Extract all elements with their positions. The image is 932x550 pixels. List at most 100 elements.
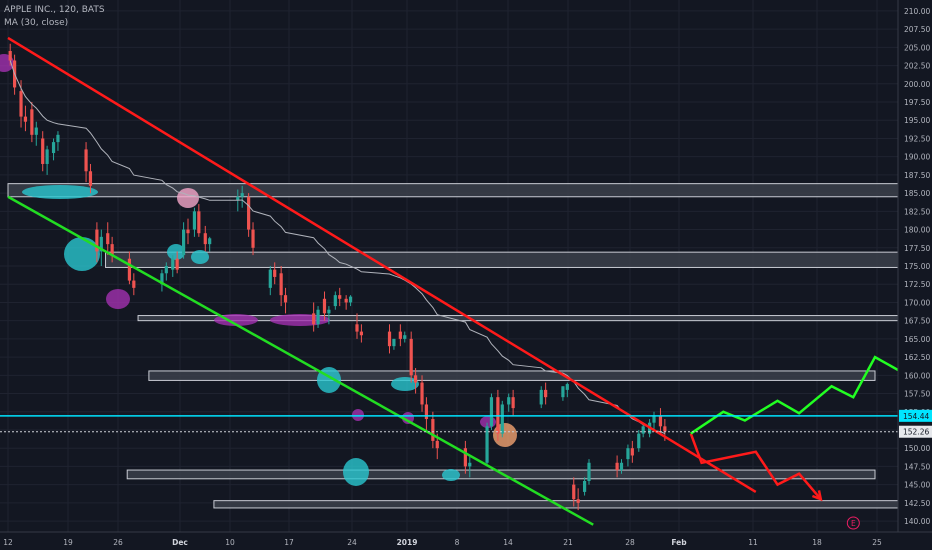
candle[interactable] xyxy=(652,411,656,430)
candle[interactable] xyxy=(273,262,277,285)
candle[interactable] xyxy=(283,287,288,314)
candle[interactable] xyxy=(507,393,511,412)
price-axis[interactable]: 210.00 207.50 205.00 202.50 200.00 197.50 195.… xyxy=(897,0,932,550)
candle[interactable] xyxy=(51,138,56,161)
time-tick-label: 28 xyxy=(625,538,635,547)
candle[interactable] xyxy=(56,131,60,151)
candle[interactable] xyxy=(626,444,630,467)
candle[interactable] xyxy=(41,131,45,172)
candle[interactable] xyxy=(192,207,197,237)
candle[interactable] xyxy=(132,273,136,296)
candle[interactable] xyxy=(403,331,407,343)
candle[interactable] xyxy=(424,397,429,430)
event-marker[interactable]: E xyxy=(846,516,860,530)
candle[interactable] xyxy=(110,236,114,263)
price-label: 152.26 xyxy=(903,428,929,437)
candle[interactable] xyxy=(186,218,190,245)
time-tick-label: 10 xyxy=(225,538,235,547)
candle-body xyxy=(51,142,56,154)
candle[interactable] xyxy=(327,306,331,325)
candle[interactable] xyxy=(355,313,359,339)
candle[interactable] xyxy=(208,236,212,252)
candle[interactable] xyxy=(431,411,435,449)
candle[interactable] xyxy=(539,386,543,409)
candle[interactable] xyxy=(565,382,569,398)
candle[interactable] xyxy=(413,368,418,394)
candle[interactable] xyxy=(572,477,576,507)
candle[interactable] xyxy=(619,459,624,474)
candle[interactable] xyxy=(615,455,619,478)
candle[interactable] xyxy=(279,266,283,307)
candle[interactable] xyxy=(34,121,38,146)
candle[interactable] xyxy=(344,295,348,310)
candle[interactable] xyxy=(95,222,99,263)
price-zone[interactable] xyxy=(137,315,932,322)
candle[interactable] xyxy=(387,324,392,354)
candle[interactable] xyxy=(322,291,327,321)
candle[interactable] xyxy=(463,440,467,474)
candle[interactable] xyxy=(160,269,164,292)
highlight-marker xyxy=(177,188,199,208)
candles[interactable] xyxy=(8,43,667,511)
candle[interactable] xyxy=(500,400,504,438)
candle[interactable] xyxy=(511,389,515,416)
time-tick-label: Dec xyxy=(172,538,188,547)
candle[interactable] xyxy=(489,393,494,430)
candle[interactable] xyxy=(251,222,255,256)
candle[interactable] xyxy=(544,382,548,405)
support-trendline[interactable] xyxy=(7,195,594,526)
candle[interactable] xyxy=(658,408,663,434)
time-tick-label: 11 xyxy=(748,538,758,547)
candle[interactable] xyxy=(247,193,251,237)
price-zone[interactable] xyxy=(7,183,932,198)
candle[interactable] xyxy=(171,255,175,277)
candle[interactable] xyxy=(468,455,472,478)
candle[interactable] xyxy=(197,204,201,237)
price-zone[interactable] xyxy=(148,370,876,381)
candle-body xyxy=(208,238,212,245)
candle[interactable] xyxy=(88,163,93,194)
candle[interactable] xyxy=(587,459,591,485)
candle[interactable] xyxy=(175,251,179,274)
candle[interactable] xyxy=(398,324,402,347)
candle-body xyxy=(192,211,197,230)
candle[interactable] xyxy=(630,440,634,463)
time-tick-label: 12 xyxy=(3,538,13,547)
candle[interactable] xyxy=(164,262,168,281)
candle[interactable] xyxy=(338,287,342,307)
candle[interactable] xyxy=(84,142,88,183)
candle[interactable] xyxy=(392,338,396,350)
price-zone[interactable] xyxy=(213,500,932,509)
candle[interactable] xyxy=(582,477,587,496)
candle[interactable] xyxy=(316,306,320,328)
candle[interactable] xyxy=(240,185,244,208)
time-axis[interactable]: 12 19 26 Dec 10 17 24 2019 8 14 21 28 Feb 11 18 25 xyxy=(0,531,932,550)
candle-body xyxy=(45,149,49,164)
candle[interactable] xyxy=(23,105,28,132)
candle[interactable] xyxy=(359,324,363,343)
candle[interactable] xyxy=(106,222,110,256)
indicator-title[interactable]: MA (30, close) xyxy=(4,18,69,28)
candle[interactable] xyxy=(420,375,424,412)
symbol-title[interactable]: APPLE INC., 120, BATS xyxy=(4,5,105,15)
candle[interactable] xyxy=(348,295,353,307)
price-zone[interactable] xyxy=(105,251,932,268)
earnings-event-icon[interactable] xyxy=(846,516,860,530)
candle[interactable] xyxy=(333,291,337,310)
candle[interactable] xyxy=(637,429,641,452)
candle[interactable] xyxy=(312,302,316,332)
price-tick-label: 165.00 xyxy=(904,335,930,344)
candle[interactable] xyxy=(30,102,34,143)
candle[interactable] xyxy=(409,331,413,383)
candle[interactable] xyxy=(203,225,207,252)
candle[interactable] xyxy=(268,266,272,296)
candle[interactable] xyxy=(485,422,489,467)
candle[interactable] xyxy=(45,145,49,175)
candle[interactable] xyxy=(127,251,132,285)
candle[interactable] xyxy=(576,488,580,511)
candle[interactable] xyxy=(561,386,565,401)
candle[interactable] xyxy=(182,222,186,259)
